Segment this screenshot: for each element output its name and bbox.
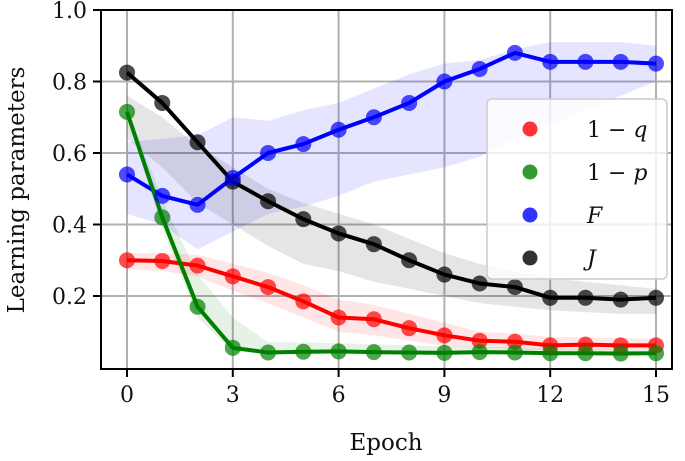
data-point [436,327,453,344]
series-line [126,258,656,348]
series-lines [125,50,657,356]
data-point [577,53,594,70]
x-tick-label: 0 [120,383,134,408]
data-point [260,145,277,161]
data-point [542,345,559,362]
data-point [436,266,453,283]
legend-marker [522,121,538,137]
series-line [125,111,657,356]
data-point [224,339,241,356]
data-point [506,44,523,61]
data-point [436,73,453,90]
data-point [471,332,488,349]
data-point [330,343,347,360]
data-point [154,209,171,226]
x-tick-label: 15 [642,383,670,408]
legend-marker [522,207,538,223]
axis-ticks [93,9,657,377]
data-point [154,94,171,111]
legend-marker [522,250,538,266]
data-point [471,60,488,77]
data-point [401,320,418,337]
data-point [612,345,629,362]
tick-labels: 0 3 6 9 12 15 0.2 0.4 0.6 0.8 1.0 [52,0,670,408]
x-tick-label: 12 [536,383,564,408]
data-point [401,252,418,269]
y-tick-label: 1.0 [52,0,87,24]
data-point [189,257,206,274]
data-point [189,196,206,213]
data-point [330,225,347,242]
data-point [401,344,418,361]
data-point [506,279,523,296]
data-point [260,344,277,361]
data-point [119,166,135,183]
legend-label: 1 − q [587,118,648,143]
data-point [542,53,559,70]
data-point [648,289,664,306]
data-point [260,193,277,210]
data-point [577,345,594,362]
data-point [612,53,629,70]
confidence-band [127,253,656,351]
series-markers [119,44,664,362]
legend-frame [486,98,668,280]
legend-label: J [583,247,597,272]
x-tick-label: 9 [437,383,451,408]
y-tick-label: 0.2 [52,285,87,310]
legend-label: F [586,204,603,229]
data-point [648,55,664,72]
data-point [330,121,347,138]
data-point [648,345,664,362]
data-point [295,293,312,310]
data-point [365,311,382,328]
data-point [189,298,206,315]
data-point [471,344,488,361]
data-point [401,94,418,111]
y-tick-label: 0.8 [52,71,87,96]
series-line [125,71,657,302]
data-point [612,291,629,308]
data-point [365,109,382,126]
data-point [119,64,135,81]
data-point [542,289,559,306]
data-point [365,344,382,361]
series-line [125,50,657,207]
legend-marker [522,164,538,180]
data-point [330,309,347,326]
data-point [365,236,382,253]
confidence-band [127,95,656,314]
data-point [506,344,523,361]
y-tick-label: 0.4 [52,214,87,239]
x-tick-label: 6 [332,383,346,408]
x-tick-label: 3 [226,383,240,408]
data-point [154,187,171,204]
y-axis-label: Learning parameters [4,67,30,314]
data-point [436,344,453,361]
data-point [119,103,135,120]
data-point [295,136,312,153]
y-tick-label: 0.6 [52,142,87,167]
data-point [224,268,241,285]
data-point [119,252,135,269]
data-point [295,211,312,228]
plot-frame [100,9,673,370]
data-point [295,343,312,360]
data-point [189,134,206,151]
data-point [471,275,488,292]
legend: 1 − q 1 − p FJ [486,98,668,280]
legend-label: 1 − p [587,161,648,186]
x-axis-label: Epoch [349,430,422,456]
data-point [260,279,277,296]
data-point [224,170,241,187]
data-point [154,252,171,269]
data-point [577,289,594,306]
